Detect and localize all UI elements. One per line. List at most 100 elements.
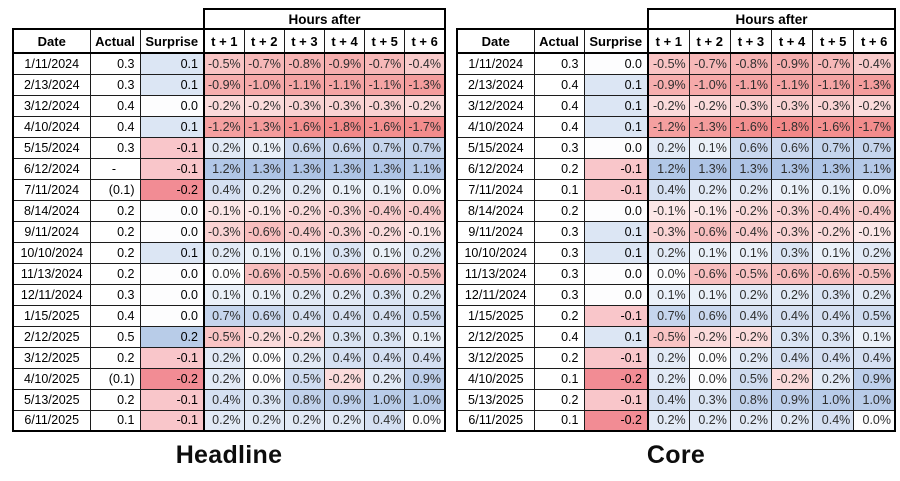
hours-reaction-cell: -0.9% bbox=[646, 73, 690, 96]
headline-col-header-surprise: Surprise bbox=[139, 28, 205, 54]
headline-table-row: 7/11/2024 (0.1) -0.2 0.4% 0.2% 0.2% 0.1% 0.1% 0.… bbox=[12, 178, 446, 201]
hours-reaction-cell: -1.1% bbox=[770, 73, 814, 96]
hours-reaction-cell: 1.1% bbox=[404, 157, 446, 180]
hours-reaction-cell: 0.4% bbox=[202, 178, 245, 201]
hours-reaction-cell: -0.6% bbox=[323, 262, 366, 285]
hours-reaction-cell: -0.4% bbox=[404, 199, 446, 222]
hours-reaction-cell: -1.2% bbox=[646, 115, 690, 138]
actual-cell: 0.3 bbox=[89, 283, 141, 306]
hours-reaction-cell: -0.2% bbox=[364, 220, 406, 243]
hours-reaction-cell: 0.2% bbox=[853, 283, 896, 306]
hours-reaction-cell: -0.6% bbox=[364, 262, 406, 285]
headline-table-body: 1/11/2024 0.3 0.1 -0.5% -0.7% -0.8% -0.9% -0.7%… bbox=[12, 52, 446, 432]
hours-reaction-cell: 0.3% bbox=[364, 325, 406, 348]
actual-cell: (0.1) bbox=[89, 367, 141, 390]
hours-reaction-cell: -0.3% bbox=[646, 220, 690, 243]
actual-cell: 0.3 bbox=[533, 220, 585, 243]
hours-reaction-cell: 0.2% bbox=[688, 409, 731, 432]
surprise-cell: 0.0 bbox=[139, 94, 205, 117]
headline-hours-after-row: Hours after bbox=[12, 8, 446, 28]
core-table-row: 10/10/2024 0.3 0.1 0.2% 0.1% 0.1% 0.3% 0.1% 0.2% bbox=[456, 241, 896, 264]
headline-col-header-t4: t + 4 bbox=[323, 28, 366, 54]
actual-cell: 0.4 bbox=[533, 73, 585, 96]
hours-reaction-cell: 0.6% bbox=[729, 136, 772, 159]
hours-reaction-cell: 0.4% bbox=[853, 346, 896, 369]
actual-cell: 0.4 bbox=[533, 115, 585, 138]
hours-reaction-cell: 0.0% bbox=[202, 262, 245, 285]
hours-reaction-cell: 0.9% bbox=[404, 367, 446, 390]
hours-reaction-cell: 0.2% bbox=[812, 367, 855, 390]
date-cell: 9/11/2024 bbox=[456, 220, 535, 243]
surprise-cell: -0.1 bbox=[139, 388, 205, 411]
hours-reaction-cell: -0.2% bbox=[646, 94, 690, 117]
core-table-row: 9/11/2024 0.3 0.1 -0.3% -0.6% -0.4% -0.3% -0.2%… bbox=[456, 220, 896, 243]
actual-cell: 0.1 bbox=[533, 367, 585, 390]
hours-reaction-cell: 0.1% bbox=[243, 283, 285, 306]
hours-reaction-cell: 0.0% bbox=[404, 409, 446, 432]
hours-reaction-cell: -0.5% bbox=[853, 262, 896, 285]
headline-col-header-t2: t + 2 bbox=[243, 28, 285, 54]
hours-reaction-cell: -0.6% bbox=[243, 220, 285, 243]
hours-reaction-cell: -0.3% bbox=[729, 94, 772, 117]
hours-reaction-cell: -1.2% bbox=[202, 115, 245, 138]
hours-reaction-cell: -0.4% bbox=[364, 199, 406, 222]
surprise-cell: -0.1 bbox=[583, 304, 649, 327]
hours-reaction-cell: 0.2% bbox=[729, 178, 772, 201]
actual-cell: 0.3 bbox=[533, 283, 585, 306]
hours-reaction-cell: -0.4% bbox=[853, 52, 896, 75]
hours-reaction-cell: 0.2% bbox=[853, 241, 896, 264]
headline-table-row: 4/10/2025 (0.1) -0.2 0.2% 0.0% 0.5% -0.2% 0.2% 0… bbox=[12, 367, 446, 390]
hours-reaction-cell: 0.0% bbox=[853, 178, 896, 201]
hours-reaction-cell: -1.7% bbox=[404, 115, 446, 138]
date-cell: 11/13/2024 bbox=[456, 262, 535, 285]
hours-reaction-cell: -0.3% bbox=[202, 220, 245, 243]
hours-reaction-cell: 0.4% bbox=[323, 304, 366, 327]
hours-reaction-cell: 1.2% bbox=[202, 157, 245, 180]
surprise-cell: 0.0 bbox=[139, 220, 205, 243]
actual-cell: (0.1) bbox=[89, 178, 141, 201]
core-table-row: 4/10/2024 0.4 0.1 -1.2% -1.3% -1.6% -1.8% -1.6%… bbox=[456, 115, 896, 138]
hours-reaction-cell: 0.4% bbox=[770, 304, 814, 327]
hours-reaction-cell: -1.6% bbox=[283, 115, 325, 138]
actual-cell: 0.5 bbox=[89, 325, 141, 348]
surprise-cell: 0.0 bbox=[139, 262, 205, 285]
hours-reaction-cell: -0.5% bbox=[202, 52, 245, 75]
hours-reaction-cell: 0.4% bbox=[812, 409, 855, 432]
date-cell: 12/11/2024 bbox=[456, 283, 535, 306]
core-hours-after-row: Hours after bbox=[456, 8, 896, 28]
hours-reaction-cell: 0.7% bbox=[646, 304, 690, 327]
core-table-row: 11/13/2024 0.3 0.0 0.0% -0.6% -0.5% -0.6% -0.6%… bbox=[456, 262, 896, 285]
core-table-row: 4/10/2025 0.1 -0.2 0.2% 0.0% 0.5% -0.2% 0.2% 0.9… bbox=[456, 367, 896, 390]
hours-reaction-cell: -0.3% bbox=[770, 199, 814, 222]
hours-reaction-cell: 0.2% bbox=[243, 178, 285, 201]
headline-table-row: 12/11/2024 0.3 0.0 0.1% 0.1% 0.2% 0.2% 0.3% 0.2% bbox=[12, 283, 446, 306]
hours-reaction-cell: -0.3% bbox=[323, 220, 366, 243]
surprise-cell: 0.1 bbox=[583, 220, 649, 243]
core-table-row: 2/13/2024 0.4 0.1 -0.9% -1.0% -1.1% -1.1% -1.1%… bbox=[456, 73, 896, 96]
surprise-cell: -0.1 bbox=[583, 346, 649, 369]
hours-reaction-cell: -0.1% bbox=[404, 220, 446, 243]
hours-reaction-cell: 1.3% bbox=[770, 157, 814, 180]
hours-reaction-cell: -0.5% bbox=[404, 262, 446, 285]
hours-reaction-cell: -0.2% bbox=[323, 367, 366, 390]
hours-reaction-cell: 0.2% bbox=[323, 283, 366, 306]
hours-reaction-cell: -1.7% bbox=[853, 115, 896, 138]
surprise-cell: -0.2 bbox=[139, 178, 205, 201]
hours-reaction-cell: 0.4% bbox=[646, 178, 690, 201]
hours-reaction-cell: -0.2% bbox=[688, 325, 731, 348]
hours-reaction-cell: 0.2% bbox=[646, 367, 690, 390]
core-table-row: 3/12/2025 0.2 -0.1 0.2% 0.0% 0.2% 0.4% 0.4% 0.4% bbox=[456, 346, 896, 369]
hours-reaction-cell: 0.2% bbox=[202, 367, 245, 390]
core-col-header-t5: t + 5 bbox=[812, 28, 855, 54]
hours-reaction-cell: 0.6% bbox=[688, 304, 731, 327]
surprise-cell: 0.0 bbox=[583, 283, 649, 306]
date-cell: 5/15/2024 bbox=[12, 136, 91, 159]
headline-table-row: 4/10/2024 0.4 0.1 -1.2% -1.3% -1.6% -1.8% -1.6%… bbox=[12, 115, 446, 138]
hours-reaction-cell: 0.0% bbox=[243, 346, 285, 369]
actual-cell: 0.2 bbox=[89, 241, 141, 264]
date-cell: 1/11/2024 bbox=[456, 52, 535, 75]
core-table-row: 12/11/2024 0.3 0.0 0.1% 0.1% 0.2% 0.2% 0.3% 0.2% bbox=[456, 283, 896, 306]
headline-hours-spacer bbox=[12, 8, 203, 28]
hours-reaction-cell: 0.5% bbox=[283, 367, 325, 390]
